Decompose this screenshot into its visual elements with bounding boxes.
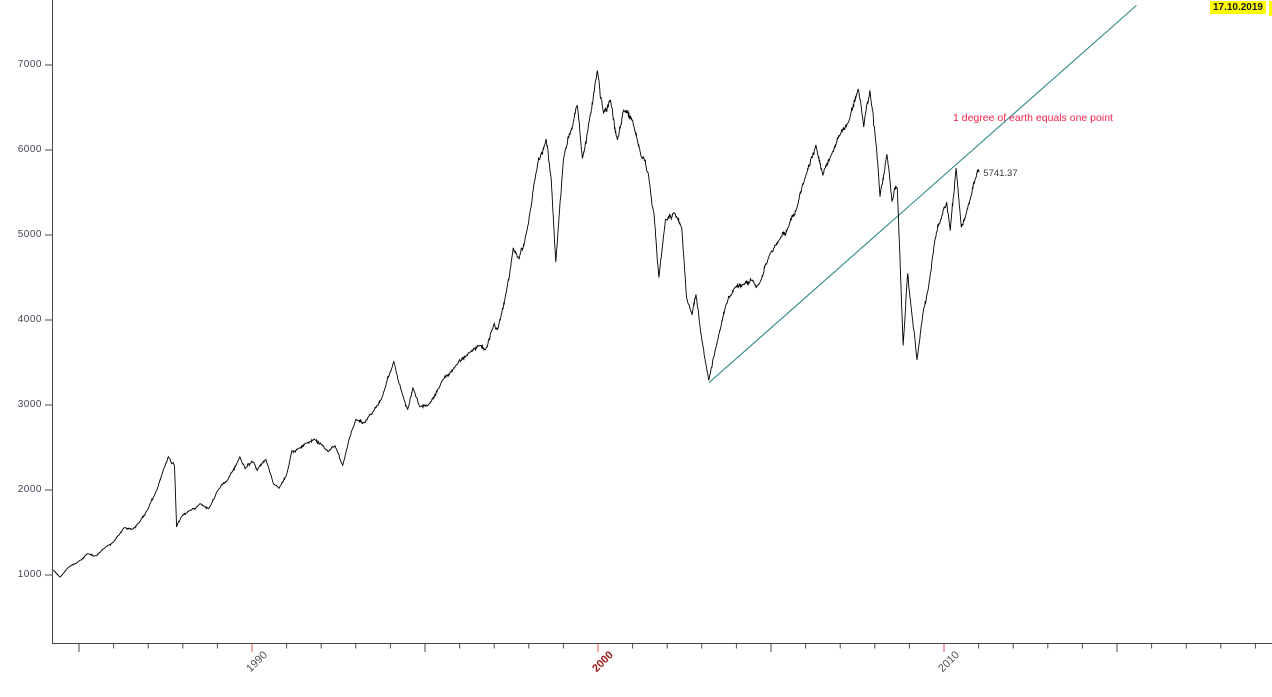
axes: [52, 0, 1272, 644]
y-tick-label: 1000: [17, 568, 42, 580]
y-tick-label: 2000: [17, 483, 42, 495]
y-axis-ticks: [45, 64, 52, 576]
last-price-label: 5741.37: [983, 167, 1018, 179]
price-series-line: [52, 70, 980, 578]
y-tick-label: 7000: [17, 59, 42, 70]
gann-trend-line[interactable]: [708, 5, 1137, 384]
date-label-clipped: [1269, 1, 1272, 16]
date-label[interactable]: 17.10.2019: [1209, 1, 1266, 14]
y-tick-label: 5000: [17, 228, 42, 240]
y-tick-label: 3000: [17, 398, 42, 410]
x-axis-ticks: [78, 644, 1256, 652]
annotation-text[interactable]: 1 degree of earth equals one point: [953, 112, 1113, 124]
y-tick-label: 4000: [17, 313, 42, 325]
y-tick-label: 6000: [17, 143, 42, 155]
